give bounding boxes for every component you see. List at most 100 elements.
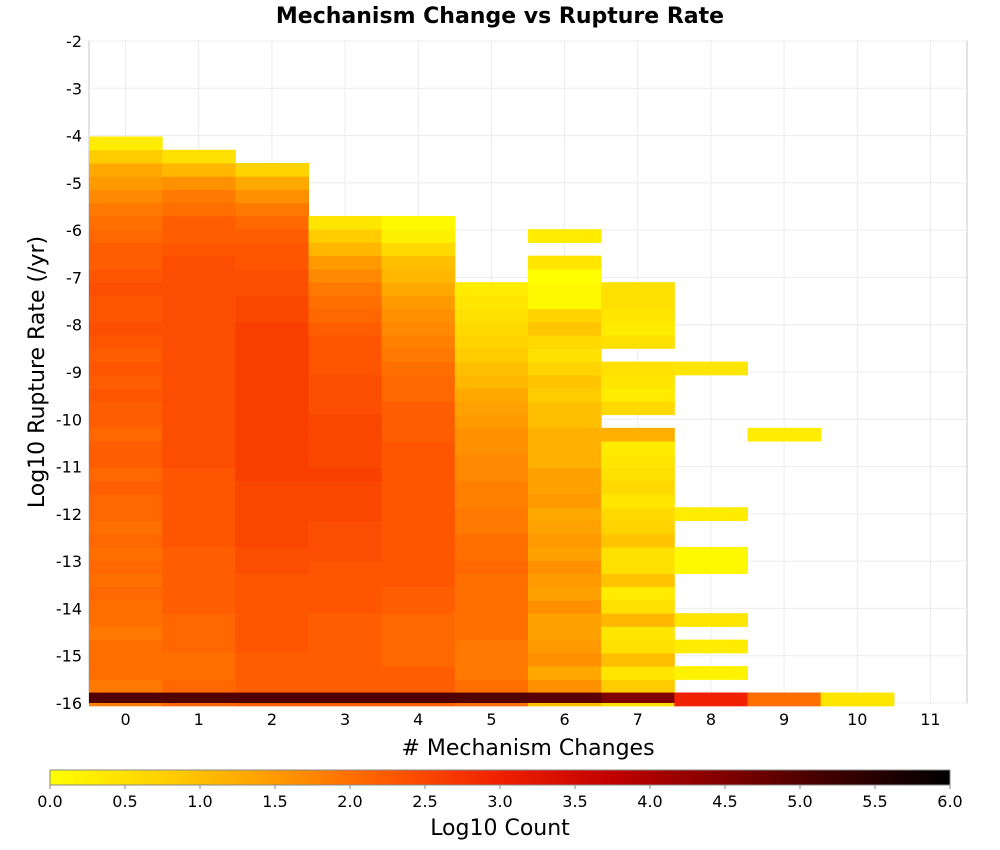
- x-tick-label: 4: [413, 710, 423, 729]
- heatmap-cell: [674, 639, 748, 654]
- heatmap-cell: [601, 573, 675, 588]
- heatmap-cell: [528, 454, 602, 469]
- x-tick-label: 0: [120, 710, 130, 729]
- heatmap-cell: [308, 215, 383, 230]
- colorbar-tick-label: 0.0: [37, 792, 62, 811]
- heatmap-cell: [308, 282, 383, 296]
- heatmap-cell: [235, 321, 309, 336]
- heatmap-cell: [162, 586, 236, 601]
- heatmap-cell: [235, 242, 309, 257]
- heatmap-cell: [308, 229, 383, 243]
- heatmap-cell: [89, 467, 163, 482]
- x-tick-label: 5: [486, 710, 496, 729]
- heatmap-cell: [820, 692, 895, 703]
- heatmap-cell: [235, 639, 309, 654]
- heatmap-cell: [89, 374, 163, 389]
- heatmap-cell: [162, 414, 236, 429]
- heatmap-cell: [235, 388, 309, 402]
- heatmap-cell: [162, 493, 236, 508]
- heatmap-cell: [162, 215, 236, 230]
- heatmap-cell: [162, 599, 236, 614]
- heatmap-cell: [162, 666, 236, 680]
- heatmap-cell: [381, 573, 456, 588]
- heatmap-cell: [381, 599, 456, 614]
- heatmap-cell: [381, 308, 456, 323]
- heatmap-cell: [235, 533, 309, 548]
- heatmap-cell: [235, 255, 309, 270]
- heatmap-cell: [89, 268, 163, 283]
- heatmap-cell: [308, 348, 383, 363]
- heatmap-cell: [162, 189, 236, 204]
- y-tick-label: -4: [66, 127, 82, 146]
- heatmap-cell: [162, 242, 236, 257]
- heatmap-cell: [381, 493, 456, 508]
- heatmap-cell: [89, 507, 163, 521]
- heatmap-cell: [528, 361, 602, 376]
- heatmap-cell: [381, 361, 456, 376]
- heatmap-cell: [162, 546, 236, 561]
- heatmap-cell: [162, 348, 236, 363]
- heatmap-cell: [235, 361, 309, 376]
- heatmap-cell: [454, 639, 529, 654]
- heatmap-cell: [528, 374, 602, 389]
- heatmap-cell: [162, 295, 236, 310]
- heatmap-cell: [308, 321, 383, 336]
- heatmap-cell: [601, 441, 675, 455]
- heatmap-cell: [381, 321, 456, 336]
- y-axis-ticks: -2 -3 -4 -5 -6 -7 -8 -9 -10 -11 -12 -13 -14 -15 -16: [56, 32, 82, 713]
- heatmap-cell: [381, 454, 456, 469]
- heatmap-cell: [235, 493, 309, 508]
- heatmap-cell: [454, 388, 529, 402]
- heatmap-cell: [674, 361, 748, 376]
- heatmap-cell: [235, 666, 309, 680]
- heatmap-cell: [89, 520, 163, 535]
- heatmap-cell: [308, 401, 383, 416]
- heatmap-cell: [454, 520, 529, 535]
- heatmap-cell: [89, 454, 163, 469]
- colorbar-tick-label: 0.5: [112, 792, 137, 811]
- heatmap-cell: [89, 308, 163, 323]
- x-axis-ticks: 0 1 2 3 4 5 6 7 8 9 10 11: [120, 710, 940, 729]
- heatmap-cell: [528, 613, 602, 627]
- heatmap-cell: [528, 414, 602, 429]
- heatmap-cell: [235, 599, 309, 614]
- colorbar-tick-label: 1.5: [262, 792, 287, 811]
- heatmap-cell: [528, 229, 602, 243]
- heatmap-cell: [162, 229, 236, 243]
- heatmap-cell: [454, 546, 529, 561]
- heatmap-cell: [381, 507, 456, 521]
- heatmap-cell: [528, 507, 602, 521]
- heatmap-cell: [162, 507, 236, 521]
- heatmap-cell: [381, 560, 456, 574]
- y-tick-label: -6: [66, 221, 82, 240]
- heatmap-cell: [381, 295, 456, 310]
- heatmap-cell: [162, 361, 236, 376]
- heatmap-cell: [381, 586, 456, 601]
- heatmap-cell: [747, 692, 822, 703]
- heatmap-cell: [235, 480, 309, 495]
- heatmap-cell: [308, 692, 383, 703]
- heatmap-cell: [89, 493, 163, 508]
- heatmap-cell: [381, 613, 456, 627]
- y-tick-label: -15: [56, 647, 82, 666]
- heatmap-cell: [235, 441, 309, 455]
- heatmap-cell: [528, 467, 602, 482]
- heatmap-cell: [454, 679, 529, 694]
- heatmap-cell: [528, 652, 602, 667]
- y-tick-label: -10: [56, 410, 82, 429]
- heatmap-cell: [162, 467, 236, 482]
- x-tick-label: 8: [706, 710, 716, 729]
- heatmap-cell: [454, 666, 529, 680]
- heatmap-cell: [381, 652, 456, 667]
- heatmap-cell: [308, 308, 383, 323]
- heatmap-cell: [89, 202, 163, 217]
- heatmap-cell: [308, 268, 383, 283]
- heatmap-cell: [89, 546, 163, 561]
- colorbar: [49, 769, 951, 786]
- heatmap-cell: [89, 427, 163, 442]
- heatmap-cell: [162, 692, 236, 703]
- heatmap-cell: [308, 586, 383, 601]
- x-tick-label: 1: [194, 710, 204, 729]
- heatmap-cell: [601, 599, 675, 614]
- heatmap-cell: [454, 586, 529, 601]
